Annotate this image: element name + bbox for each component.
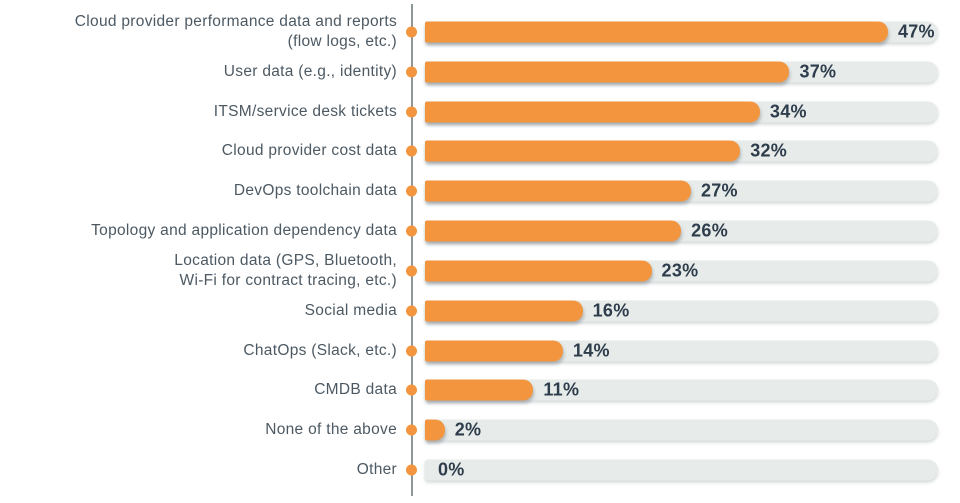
bar-fill xyxy=(425,379,534,401)
bar-row: CMDB data 11% xyxy=(0,370,960,410)
bar-area: 0% xyxy=(425,459,938,481)
bar-fill xyxy=(425,180,691,202)
bar-area: 23% xyxy=(425,260,938,282)
bar-track xyxy=(425,419,938,441)
bar-area: 26% xyxy=(425,220,938,242)
row-marker-dot-icon xyxy=(406,185,417,197)
bar-fill xyxy=(425,340,563,362)
category-label: User data (e.g., identity) xyxy=(223,62,397,80)
value-label: 23% xyxy=(661,260,699,281)
value-label: 2% xyxy=(454,419,482,440)
bar-fill xyxy=(425,419,445,441)
axis-line xyxy=(411,4,413,496)
bar-area: 11% xyxy=(425,379,938,401)
row-marker-dot-icon xyxy=(406,26,417,38)
bar-row: DevOps toolchain data 27% xyxy=(0,171,960,211)
value-label: 11% xyxy=(543,379,580,400)
bar-area: 34% xyxy=(425,101,938,123)
category-label: None of the above xyxy=(265,421,397,439)
row-marker-dot-icon xyxy=(406,265,417,277)
category-label: DevOps toolchain data xyxy=(233,182,397,200)
row-marker-dot-icon xyxy=(406,424,417,436)
bar-area: 47% xyxy=(425,21,938,43)
category-label: Social media xyxy=(304,301,397,319)
bar-fill xyxy=(425,260,652,282)
category-label: Location data (GPS, Bluetooth, Wi-Fi for… xyxy=(174,251,397,289)
bar-row: None of the above 2% xyxy=(0,410,960,450)
bar-row: Other 0% xyxy=(0,450,960,490)
bar-row: Cloud provider cost data 32% xyxy=(0,131,960,171)
bar-area: 37% xyxy=(425,61,938,83)
category-label: ChatOps (Slack, etc.) xyxy=(243,341,397,359)
value-label: 37% xyxy=(799,61,837,82)
row-marker-dot-icon xyxy=(406,305,417,317)
bar-row: Topology and application dependency data… xyxy=(0,211,960,251)
bar-row: User data (e.g., identity) 37% xyxy=(0,52,960,92)
category-label: Topology and application dependency data xyxy=(91,222,397,240)
value-label: 32% xyxy=(750,140,788,161)
value-label: 0% xyxy=(438,459,465,480)
bar-fill xyxy=(425,21,888,43)
bar-track xyxy=(425,379,938,401)
bar-area: 2% xyxy=(425,419,938,441)
bar-row: ITSM/service desk tickets 34% xyxy=(0,92,960,132)
row-marker-dot-icon xyxy=(406,345,417,357)
row-marker-dot-icon xyxy=(406,145,417,157)
row-marker-dot-icon xyxy=(406,66,417,78)
value-label: 47% xyxy=(897,21,935,42)
category-label: ITSM/service desk tickets xyxy=(213,102,397,120)
value-label: 16% xyxy=(592,300,630,321)
bar-fill xyxy=(425,61,790,83)
row-marker-dot-icon xyxy=(406,225,417,237)
bar-area: 32% xyxy=(425,140,938,162)
category-label: Other xyxy=(356,461,397,479)
bar-area: 16% xyxy=(425,300,938,322)
bar-fill xyxy=(425,140,741,162)
value-label: 14% xyxy=(572,340,610,361)
bar-fill xyxy=(425,220,682,242)
bar-fill xyxy=(425,101,760,123)
category-label: CMDB data xyxy=(314,381,397,399)
value-label: 34% xyxy=(769,101,807,122)
category-label: Cloud provider cost data xyxy=(221,142,397,160)
bar-area: 27% xyxy=(425,180,938,202)
bar-track xyxy=(425,459,938,481)
row-marker-dot-icon xyxy=(406,464,417,476)
bar-row: Social media 16% xyxy=(0,291,960,331)
bar-row: Location data (GPS, Bluetooth, Wi-Fi for… xyxy=(0,251,960,291)
category-label: Cloud provider performance data and repo… xyxy=(74,13,397,50)
value-label: 27% xyxy=(700,180,738,201)
bar-area: 14% xyxy=(425,340,938,362)
bar-row: Cloud provider performance data and repo… xyxy=(0,12,960,52)
value-label: 26% xyxy=(691,220,729,241)
row-marker-dot-icon xyxy=(406,384,417,396)
bar-fill xyxy=(425,300,583,322)
bar-row: ChatOps (Slack, etc.) 14% xyxy=(0,331,960,371)
row-marker-dot-icon xyxy=(406,106,417,118)
